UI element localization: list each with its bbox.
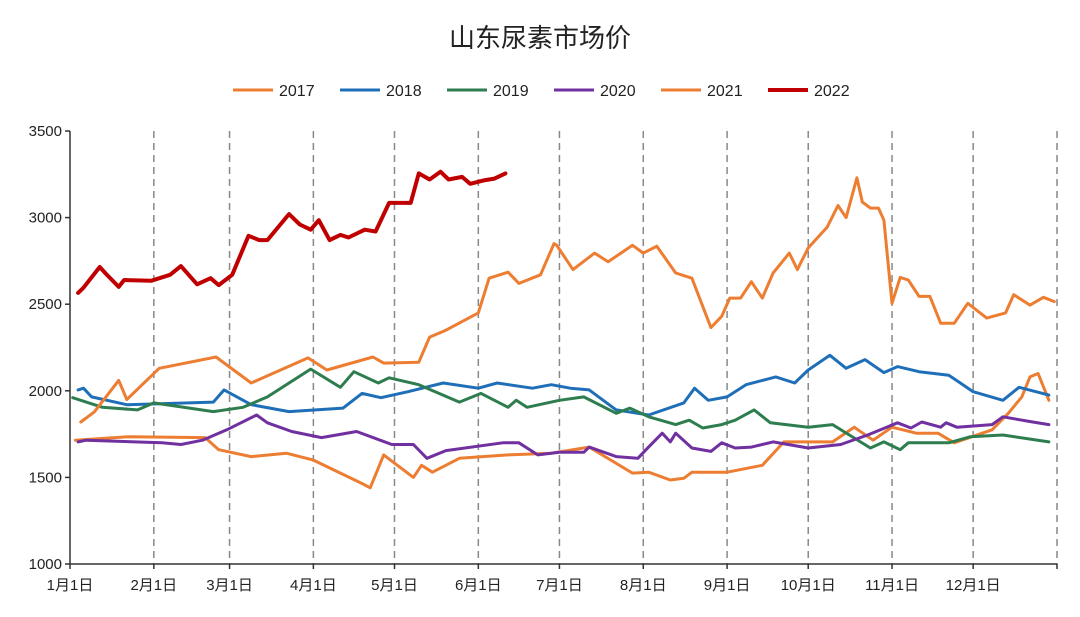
x-tick-label: 9月1日 [704,577,751,594]
y-tick-label: 3000 [29,210,62,227]
y-tick-label: 1500 [29,469,62,486]
y-tick-label: 2000 [29,383,62,400]
x-tick-label: 8月1日 [620,577,667,594]
series-line-2020 [76,413,1051,460]
series-line-2018 [76,353,1051,417]
x-tick-label: 2月1日 [130,577,177,594]
series-line-2021 [79,176,1056,424]
series-line-2019 [71,367,1051,452]
legend-label-2018: 2018 [386,83,422,100]
legend-label-2019: 2019 [493,83,529,100]
legend-label-2022: 2022 [814,83,850,100]
y-tick-label: 1000 [29,556,62,573]
gridlines [153,131,1058,564]
chart-title: 山东尿素市场价 [449,24,631,54]
x-tick-label: 3月1日 [206,577,253,594]
series-line-2022 [76,169,508,295]
y-tick-label: 2500 [29,296,62,313]
axes: 1000 1500 2000 2500 3000 3500 1月1日 2月1日 3月1日 4月1日… [29,123,1058,594]
x-tick-label: 10月1日 [781,577,836,594]
legend-label-2021: 2021 [707,83,743,100]
x-tick-label: 5月1日 [371,577,418,594]
legend-label-2017: 2017 [279,83,315,100]
x-tick-label: 11月1日 [865,577,919,594]
series-lines [71,169,1056,490]
legend-label-2020: 2020 [600,83,636,100]
x-tick-label: 4月1日 [290,577,337,594]
y-tick-label: 3500 [29,123,62,140]
x-tick-label: 7月1日 [536,577,583,594]
x-tick-label: 1月1日 [47,577,94,594]
x-tick-label: 12月1日 [946,577,1001,594]
legend: 2017 2018 2019 2020 2021 2022 [233,83,850,100]
x-tick-label: 6月1日 [455,577,502,594]
